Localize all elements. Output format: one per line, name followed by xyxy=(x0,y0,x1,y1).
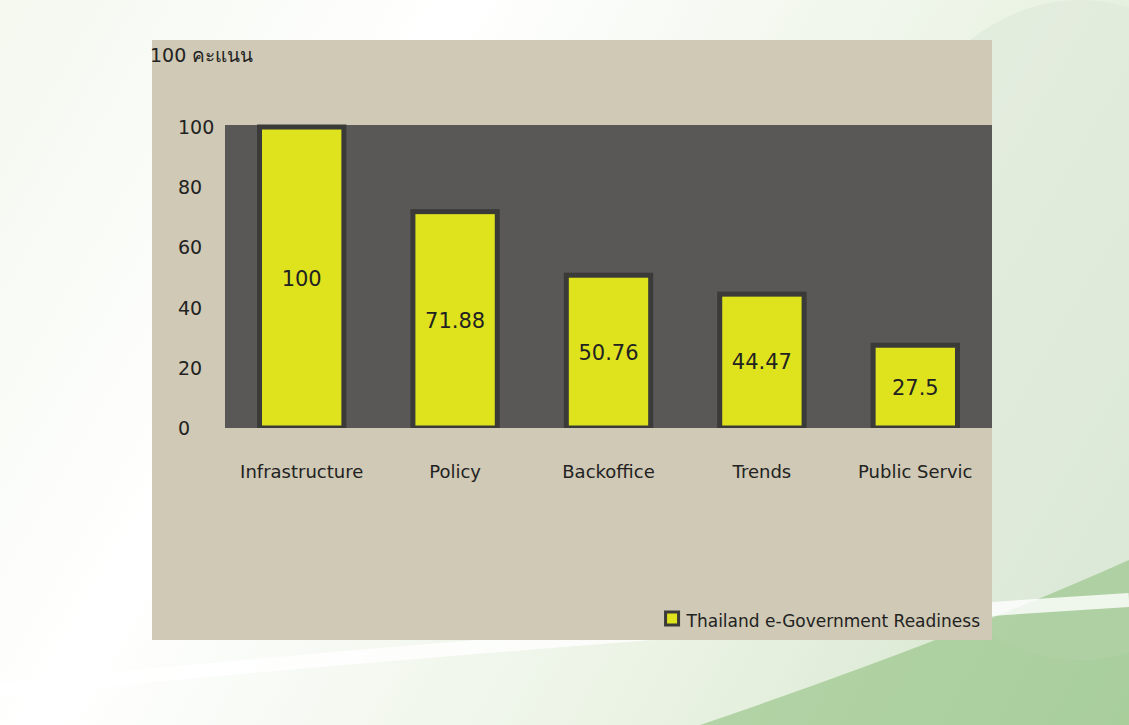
x-tick-label: Backoffice xyxy=(562,461,654,482)
y-tick-label: 80 xyxy=(178,176,202,198)
y-tick-label: 40 xyxy=(178,297,202,319)
bar xyxy=(413,212,497,428)
y-tick-label: 20 xyxy=(178,357,202,379)
bar xyxy=(720,294,804,428)
y-tick-label: 0 xyxy=(178,417,190,439)
data-label: 100 xyxy=(282,267,322,291)
data-label: 50.76 xyxy=(578,341,638,365)
legend-label: Thailand e-Government Readiness xyxy=(686,611,981,631)
labels: Infrastructure Policy Backoffice Trends Publ… xyxy=(240,267,972,483)
y-axis-label: 100 คะแนน xyxy=(150,44,253,66)
data-label: 44.47 xyxy=(732,350,792,374)
plot-area xyxy=(225,125,992,428)
x-tick-label: Trends xyxy=(732,461,792,482)
bar xyxy=(260,127,344,428)
y-tick-label: 60 xyxy=(178,236,202,258)
x-tick-label: Public Servic xyxy=(858,461,972,482)
data-label: 27.5 xyxy=(892,376,939,400)
x-tick-label: Policy xyxy=(429,461,481,482)
x-tick-label: Infrastructure xyxy=(240,461,363,482)
bar xyxy=(873,345,957,428)
chart: 100 คะแนน 0 20 40 60 80 100 Infrastructure Polic… xyxy=(0,0,1129,725)
data-label: 71.88 xyxy=(425,309,485,333)
y-tick-label: 100 xyxy=(178,116,214,138)
panel xyxy=(152,40,992,640)
legend-swatch xyxy=(666,612,679,625)
bars xyxy=(260,127,958,428)
legend: Thailand e-Government Readiness xyxy=(666,611,981,631)
bar xyxy=(566,275,650,428)
